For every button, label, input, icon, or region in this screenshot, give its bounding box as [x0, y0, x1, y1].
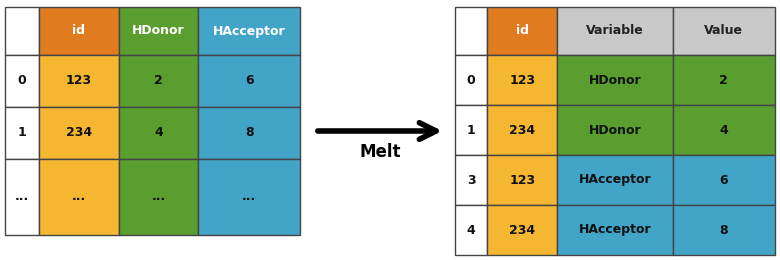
- Bar: [5, 159, 39, 235]
- Bar: [119, 159, 198, 235]
- Text: HDonor: HDonor: [589, 124, 641, 136]
- Text: 4: 4: [719, 124, 729, 136]
- Text: 234: 234: [509, 124, 535, 136]
- Bar: [487, 205, 558, 255]
- Bar: [5, 107, 39, 159]
- Bar: [198, 7, 300, 55]
- Text: 123: 123: [66, 75, 92, 88]
- Text: ...: ...: [15, 191, 29, 204]
- Text: ...: ...: [242, 191, 257, 204]
- Bar: [39, 159, 119, 235]
- Text: 2: 2: [154, 75, 163, 88]
- Bar: [487, 105, 558, 155]
- Text: 1: 1: [18, 127, 27, 140]
- Bar: [558, 205, 672, 255]
- Text: id: id: [73, 24, 85, 37]
- Bar: [672, 155, 775, 205]
- Text: 4: 4: [466, 224, 475, 237]
- Text: HDonor: HDonor: [132, 24, 185, 37]
- Bar: [198, 55, 300, 107]
- Text: id: id: [516, 24, 529, 37]
- Bar: [672, 7, 775, 55]
- Bar: [5, 7, 39, 55]
- Text: HAcceptor: HAcceptor: [213, 24, 285, 37]
- Text: 123: 123: [509, 173, 535, 186]
- Bar: [672, 105, 775, 155]
- Text: 4: 4: [154, 127, 163, 140]
- Text: 8: 8: [245, 127, 254, 140]
- Text: 234: 234: [509, 224, 535, 237]
- Text: Melt: Melt: [360, 143, 401, 161]
- Bar: [39, 55, 119, 107]
- Text: Variable: Variable: [586, 24, 643, 37]
- Text: 3: 3: [466, 173, 475, 186]
- Text: HAcceptor: HAcceptor: [579, 173, 651, 186]
- Bar: [119, 55, 198, 107]
- Bar: [672, 205, 775, 255]
- Text: Value: Value: [704, 24, 743, 37]
- Bar: [455, 105, 487, 155]
- Text: HAcceptor: HAcceptor: [579, 224, 651, 237]
- Bar: [198, 159, 300, 235]
- Text: 0: 0: [466, 74, 475, 87]
- Bar: [39, 7, 119, 55]
- Text: 8: 8: [719, 224, 728, 237]
- Text: 6: 6: [719, 173, 728, 186]
- Bar: [5, 55, 39, 107]
- Bar: [558, 7, 672, 55]
- Bar: [672, 55, 775, 105]
- Bar: [39, 107, 119, 159]
- Bar: [455, 155, 487, 205]
- Bar: [487, 55, 558, 105]
- Text: 2: 2: [719, 74, 729, 87]
- Text: 6: 6: [245, 75, 254, 88]
- Text: HDonor: HDonor: [589, 74, 641, 87]
- Bar: [558, 155, 672, 205]
- Text: 0: 0: [18, 75, 27, 88]
- Text: ...: ...: [151, 191, 165, 204]
- Bar: [455, 55, 487, 105]
- Text: 123: 123: [509, 74, 535, 87]
- Text: ...: ...: [72, 191, 86, 204]
- Bar: [119, 107, 198, 159]
- Bar: [198, 107, 300, 159]
- Bar: [455, 205, 487, 255]
- Bar: [558, 55, 672, 105]
- Bar: [558, 105, 672, 155]
- Text: 234: 234: [66, 127, 92, 140]
- Text: 1: 1: [466, 124, 475, 136]
- Bar: [487, 155, 558, 205]
- Bar: [487, 7, 558, 55]
- Bar: [119, 7, 198, 55]
- Bar: [455, 7, 487, 55]
